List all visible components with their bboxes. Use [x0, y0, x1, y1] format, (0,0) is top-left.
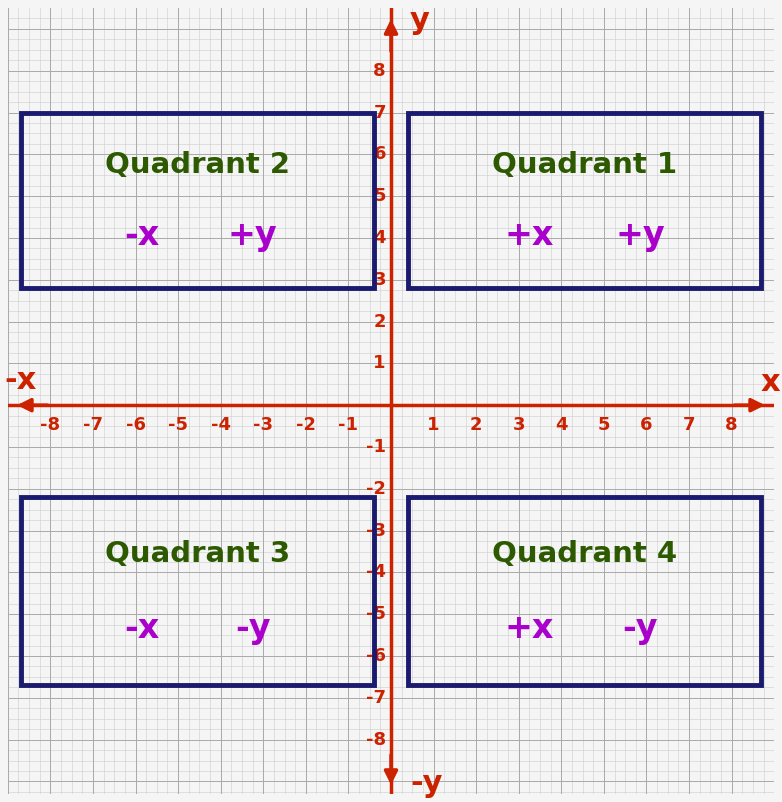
Text: 5: 5 — [373, 187, 386, 205]
Text: -4: -4 — [366, 564, 386, 581]
Text: 4: 4 — [555, 415, 568, 434]
Text: x: x — [760, 367, 780, 397]
Text: 1: 1 — [427, 415, 439, 434]
Text: -5: -5 — [366, 606, 386, 623]
Text: 5: 5 — [597, 415, 610, 434]
Text: -y: -y — [410, 769, 443, 798]
Text: +y: +y — [615, 219, 665, 252]
Text: Quadrant 4: Quadrant 4 — [492, 540, 677, 568]
Text: -6: -6 — [366, 647, 386, 665]
Bar — [408, 497, 762, 685]
Text: 7: 7 — [373, 103, 386, 122]
Text: 6: 6 — [640, 415, 653, 434]
Text: -4: -4 — [210, 415, 231, 434]
Text: -2: -2 — [366, 480, 386, 498]
Text: 3: 3 — [373, 271, 386, 289]
Text: -3: -3 — [366, 521, 386, 540]
Text: 4: 4 — [373, 229, 386, 247]
Text: +x: +x — [504, 219, 554, 252]
Text: -1: -1 — [339, 415, 358, 434]
Text: 7: 7 — [683, 415, 695, 434]
Text: 3: 3 — [512, 415, 525, 434]
Bar — [20, 112, 374, 288]
Text: +y: +y — [228, 219, 278, 252]
Text: -x: -x — [124, 219, 160, 252]
Text: 8: 8 — [373, 62, 386, 79]
Bar — [20, 497, 374, 685]
Text: -8: -8 — [41, 415, 60, 434]
Text: -1: -1 — [366, 438, 386, 456]
Text: 2: 2 — [373, 313, 386, 330]
Bar — [408, 112, 762, 288]
Text: -5: -5 — [168, 415, 188, 434]
Text: -x: -x — [5, 366, 37, 395]
Text: Quadrant 1: Quadrant 1 — [492, 152, 677, 179]
Text: Quadrant 3: Quadrant 3 — [105, 540, 290, 568]
Text: 6: 6 — [373, 145, 386, 164]
Text: -y: -y — [235, 613, 271, 646]
Text: -6: -6 — [126, 415, 145, 434]
Text: 1: 1 — [373, 354, 386, 372]
Text: -3: -3 — [253, 415, 273, 434]
Text: -2: -2 — [296, 415, 316, 434]
Text: 2: 2 — [470, 415, 482, 434]
Text: -x: -x — [124, 613, 160, 646]
Text: y: y — [410, 6, 430, 35]
Text: -7: -7 — [366, 689, 386, 707]
Text: 8: 8 — [725, 415, 738, 434]
Text: +x: +x — [504, 613, 554, 646]
Text: -y: -y — [622, 613, 658, 646]
Text: -7: -7 — [83, 415, 103, 434]
Text: Quadrant 2: Quadrant 2 — [105, 152, 290, 179]
Text: -8: -8 — [366, 731, 386, 748]
